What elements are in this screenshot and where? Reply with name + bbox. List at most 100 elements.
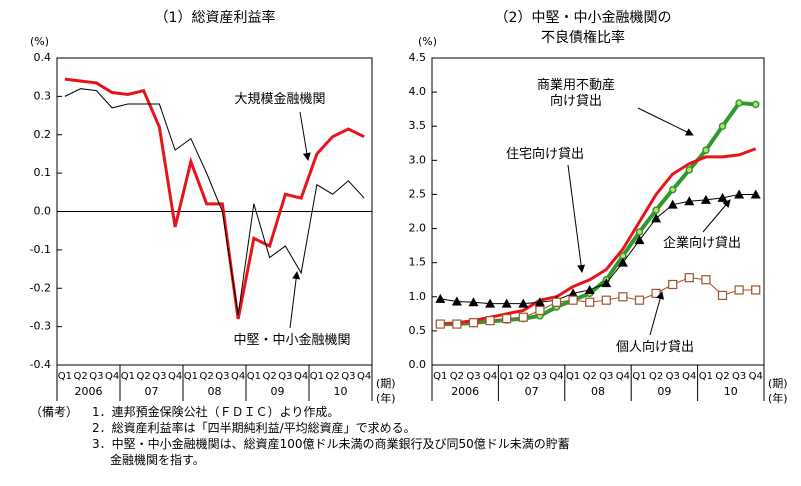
marker: [435, 293, 446, 303]
x-tick-label: Q2: [450, 371, 464, 382]
x-tick-label: Q3: [666, 371, 680, 382]
note: 金融機関を指す。: [110, 453, 205, 467]
marker: [634, 295, 645, 305]
marker: [617, 257, 628, 267]
note: 2．総資産利益率は「四半期純利益/平均総資産」で求める。: [92, 421, 416, 435]
x-tick-label: Q3: [732, 371, 746, 382]
y-tick-label: 0.1: [34, 166, 52, 179]
y-tick-label: 2.0: [409, 222, 427, 235]
marker: [451, 296, 462, 306]
note: 3．中堅・中小金融機関は、総資産100億ドル未満の商業銀行及び同50億ドル未満の…: [92, 437, 570, 451]
marker: [701, 275, 711, 285]
x-tick-label: Q1: [699, 371, 713, 382]
marker: [700, 194, 711, 204]
marker: [667, 199, 678, 209]
x-tick-label: Q2: [715, 371, 729, 382]
y-tick-label: 4.0: [409, 85, 427, 98]
year-label: 10: [724, 385, 738, 398]
series-label: 住宅向け貸出: [495, 147, 595, 163]
x-tick-label: Q3: [533, 371, 547, 382]
series-line: [64, 88, 365, 316]
x-tick-label: Q1: [433, 371, 447, 382]
marker: [452, 319, 462, 329]
year-label: 08: [208, 385, 222, 398]
x-tick-label: Q2: [326, 371, 340, 382]
year-label: 09: [657, 385, 671, 398]
marker: [501, 298, 512, 308]
series-label: 中堅・中小金融機関: [222, 333, 362, 349]
label-arrow: [637, 107, 694, 136]
x-tick-label: Q1: [310, 371, 324, 382]
y-tick-label: 0.5: [409, 324, 427, 337]
marker: [601, 278, 612, 288]
y-tick-label: -0.3: [30, 320, 51, 333]
x-tick-label: Q4: [549, 371, 563, 382]
marker: [734, 285, 744, 295]
series-label: 企業向け貸出: [652, 236, 752, 252]
x-tick-label: Q4: [483, 371, 497, 382]
marker: [651, 288, 661, 298]
marker: [518, 298, 529, 308]
marker: [734, 189, 745, 199]
series-label: 大規模金融機関: [215, 92, 345, 108]
y-tick-label: 4.5: [409, 51, 427, 64]
x-tick-label: Q4: [357, 371, 371, 382]
y-unit: (%): [418, 35, 437, 48]
year-unit: (年): [376, 391, 396, 405]
x-tick-label: Q2: [74, 371, 88, 382]
x-tick-label: Q3: [89, 371, 103, 382]
marker: [502, 314, 512, 324]
y-unit: (%): [30, 35, 49, 48]
marker: [751, 285, 761, 295]
marker: [601, 295, 611, 305]
marker: [684, 196, 695, 206]
year-label: 07: [145, 385, 159, 398]
x-tick-label: Q3: [466, 371, 480, 382]
y-tick-label: 0.2: [34, 128, 52, 141]
marker: [651, 213, 662, 223]
chart-title: 不良債権比率: [541, 29, 625, 46]
marker: [668, 279, 678, 290]
year-label: 10: [334, 385, 348, 398]
x-tick-label: Q4: [294, 371, 308, 382]
y-tick-label: 0.0: [409, 358, 427, 371]
label-arrow: [289, 271, 301, 329]
y-tick-label: 1.5: [409, 256, 427, 269]
x-tick-label: Q1: [247, 371, 261, 382]
y-tick-label: -0.4: [30, 358, 51, 371]
marker: [618, 292, 628, 302]
x-tick-label: Q2: [137, 371, 151, 382]
marker: [551, 297, 562, 307]
marker: [652, 206, 660, 214]
series-line: [64, 77, 365, 320]
year-label: 2006: [451, 385, 479, 398]
year-unit: (年): [768, 391, 788, 405]
x-tick-label: Q3: [278, 371, 292, 382]
marker: [585, 297, 595, 307]
year-label: 2006: [75, 385, 103, 398]
marker: [568, 288, 579, 298]
x-tick-label: Q3: [599, 371, 613, 382]
x-tick-label: Q2: [263, 371, 277, 382]
year-label: 09: [271, 385, 285, 398]
x-tick-label: Q4: [105, 371, 119, 382]
marker: [685, 166, 694, 174]
year-label: 08: [591, 385, 605, 398]
y-tick-label: 0.4: [34, 51, 52, 64]
x-tick-label: Q3: [341, 371, 355, 382]
label-arrow: [567, 164, 586, 273]
x-tick-label: Q4: [616, 371, 630, 382]
x-tick-label: Q2: [583, 371, 597, 382]
y-tick-label: 3.5: [409, 119, 427, 132]
chart-title: （2）中堅・中小金融機関の: [495, 10, 672, 26]
marker: [535, 305, 545, 316]
marker: [485, 298, 496, 308]
label-arrow: [299, 111, 311, 161]
x-tick-label: Q4: [682, 371, 696, 382]
y-tick-label: 0.3: [34, 89, 52, 102]
x-unit: (期): [376, 377, 396, 390]
x-tick-label: Q1: [632, 371, 646, 382]
x-tick-label: Q3: [152, 371, 166, 382]
y-tick-label: -0.1: [30, 243, 51, 256]
